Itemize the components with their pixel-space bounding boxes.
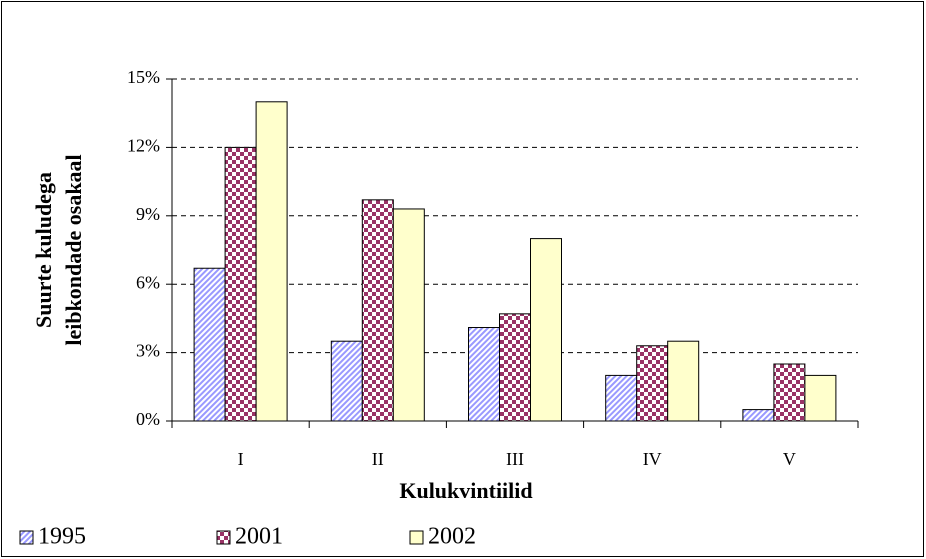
y-axis-title: Suurte kuludega leibkondade osakaal bbox=[31, 154, 86, 345]
y-tick-label: 15% bbox=[127, 67, 160, 87]
bar bbox=[742, 409, 775, 422]
bar bbox=[361, 199, 394, 422]
x-tick-label: V bbox=[783, 449, 796, 469]
legend-swatch bbox=[216, 530, 231, 545]
bar bbox=[193, 267, 226, 422]
bar bbox=[804, 374, 837, 422]
bar bbox=[636, 345, 669, 422]
bar bbox=[330, 340, 363, 422]
bar bbox=[530, 238, 562, 422]
bar bbox=[224, 146, 257, 422]
x-tick-label: III bbox=[506, 449, 524, 469]
y-axis-title-line: Suurte kuludega bbox=[31, 172, 56, 328]
x-tick-label: I bbox=[238, 449, 244, 469]
legend-swatch bbox=[19, 530, 34, 545]
y-tick-label: 9% bbox=[136, 204, 160, 224]
bar bbox=[773, 363, 806, 422]
legend-label: 1995 bbox=[38, 524, 86, 550]
bar bbox=[499, 313, 531, 422]
bar bbox=[255, 101, 288, 422]
bar bbox=[667, 340, 700, 422]
bar bbox=[468, 327, 500, 422]
legend-label: 2002 bbox=[428, 524, 476, 550]
x-axis-title: Kulukvintiilid bbox=[399, 478, 532, 503]
x-tick-label: II bbox=[372, 449, 384, 469]
y-tick-label: 0% bbox=[136, 409, 160, 429]
x-tick-label: IV bbox=[643, 449, 662, 469]
y-tick-label: 6% bbox=[136, 272, 160, 292]
legend-swatch bbox=[409, 530, 424, 545]
legend-label: 2001 bbox=[235, 524, 283, 550]
y-tick-label: 12% bbox=[127, 136, 160, 156]
bar bbox=[392, 208, 425, 422]
y-tick-label: 3% bbox=[136, 341, 160, 361]
y-axis-title-line: leibkondade osakaal bbox=[61, 154, 86, 345]
bar bbox=[605, 374, 638, 422]
